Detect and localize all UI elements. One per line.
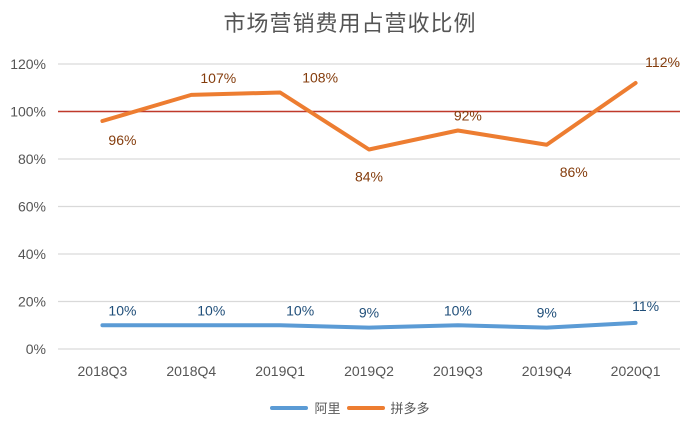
y-tick-label: 60%: [18, 199, 46, 215]
chart-title: 市场营销费用占营收比例: [223, 12, 477, 37]
y-tick-label: 40%: [18, 246, 46, 262]
x-tick-label: 2018Q4: [166, 363, 216, 379]
x-tick-label: 2020Q1: [611, 363, 661, 379]
legend-swatch-ali: [270, 405, 309, 410]
legend-item-pdd[interactable]: 拼多多: [346, 398, 430, 417]
data-label: 9%: [537, 305, 557, 321]
y-tick-label: 80%: [18, 151, 46, 167]
data-label: 112%: [645, 54, 680, 70]
data-label: 9%: [359, 305, 379, 321]
series-line-ali[interactable]: [100, 320, 638, 330]
x-tick-label: 2019Q1: [255, 363, 305, 379]
data-label: 10%: [108, 302, 136, 318]
y-tick-label: 20%: [18, 294, 46, 310]
data-label: 107%: [200, 70, 236, 86]
data-label: 86%: [560, 164, 588, 180]
legend-label-ali: 阿里: [314, 402, 341, 417]
data-label: 108%: [302, 70, 338, 86]
legend-swatch-pdd: [346, 405, 385, 410]
legend-item-ali[interactable]: 阿里: [270, 398, 341, 417]
y-tick-label: 120%: [10, 56, 46, 72]
y-tick-label: 100%: [10, 104, 46, 120]
data-label: 92%: [454, 108, 482, 124]
x-tick-label: 2019Q2: [344, 363, 394, 379]
data-label: 11%: [632, 298, 659, 314]
data-label: 10%: [197, 302, 225, 318]
legend-label-pdd: 拼多多: [390, 402, 430, 417]
series-line-pdd[interactable]: [100, 81, 638, 152]
data-label: 96%: [108, 132, 136, 148]
y-tick-label: 0%: [26, 341, 46, 357]
x-tick-label: 2018Q3: [78, 363, 128, 379]
x-tick-label: 2019Q4: [522, 363, 572, 379]
legend: 阿里 拼多多: [0, 398, 700, 417]
data-label: 84%: [355, 169, 383, 185]
x-tick-label: 2019Q3: [433, 363, 483, 379]
data-label: 10%: [286, 302, 314, 318]
data-label: 10%: [444, 302, 472, 318]
